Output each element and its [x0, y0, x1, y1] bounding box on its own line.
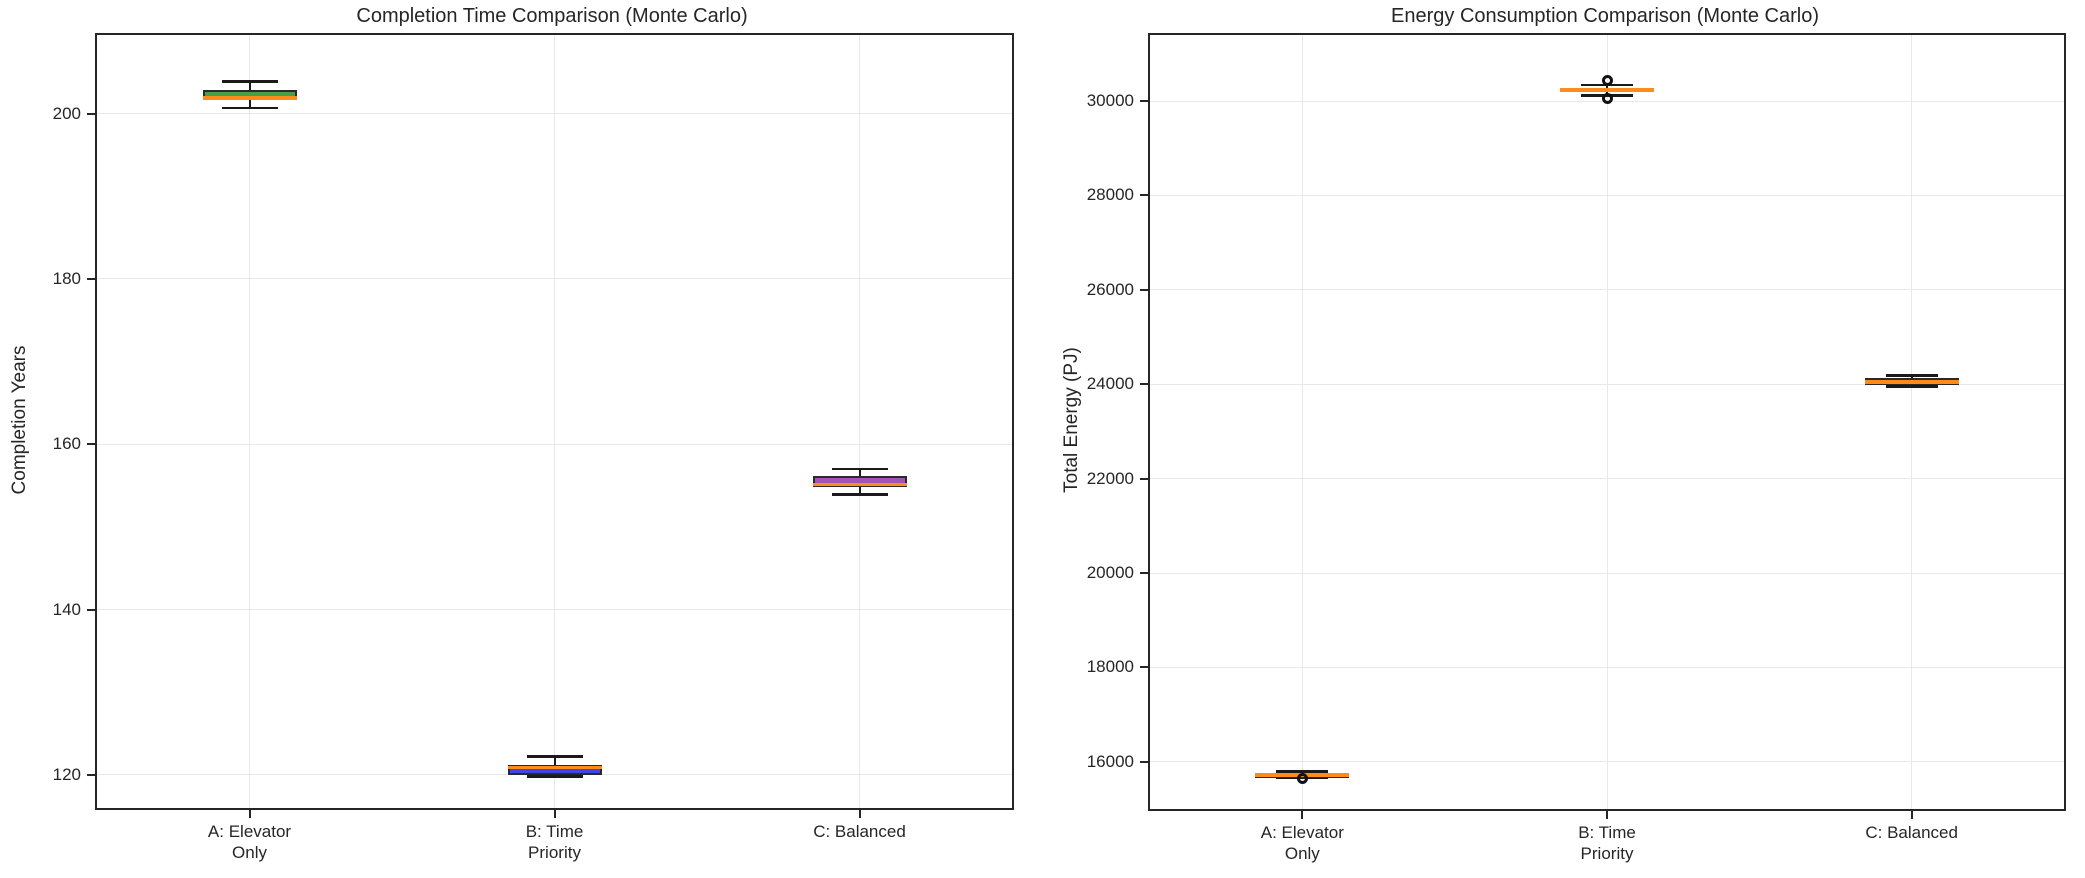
x-gridline [249, 35, 250, 808]
y-tick-label: 26000 [1086, 279, 1134, 299]
x-tick-mark [1606, 811, 1608, 819]
y-tick-mark [87, 112, 95, 115]
whisker-cap-low [1885, 385, 1938, 388]
x-tick-label: C: Balanced [813, 821, 906, 842]
y-tick-label: 18000 [1086, 657, 1134, 677]
y-tick-mark [87, 773, 95, 776]
y-tick-mark [87, 443, 95, 446]
y-tick-mark [1140, 194, 1148, 197]
x-tick-label: B: Time Priority [526, 821, 584, 863]
median-line [1864, 380, 1959, 384]
x-gridline [1301, 35, 1303, 809]
y-tick-mark [1140, 100, 1148, 103]
whisker-cap-low [831, 493, 888, 496]
whisker-upper [858, 469, 861, 477]
x-tick-label-line: B: Time [1578, 823, 1636, 842]
y-tick-label: 160 [52, 434, 81, 454]
x-tick-label: C: Balanced [1865, 822, 1958, 843]
median-line [812, 482, 907, 487]
y-tick-label: 200 [52, 103, 81, 123]
chart-title-energy: Energy Consumption Comparison (Monte Car… [1391, 5, 1819, 27]
whisker-cap-low [526, 775, 583, 778]
x-gridline [1911, 35, 1913, 809]
x-tick-mark [248, 810, 251, 818]
plot-area-energy: 16000 18000 20000 22000 24000 26000 28000 30000… [1087, 33, 2066, 863]
y-tick-mark [1140, 572, 1148, 575]
whisker-cap-low [221, 106, 278, 109]
x-tick-label-line: Only [1284, 844, 1320, 863]
chart-title-completion: Completion Time Comparison (Monte Carlo) [356, 5, 748, 27]
median-line [1560, 88, 1654, 92]
outlier-marker [1601, 92, 1613, 104]
outlier-marker [1601, 75, 1613, 87]
y-tick-label: 20000 [1086, 563, 1134, 583]
y-tick-mark [1140, 383, 1148, 386]
whisker-upper [553, 756, 556, 765]
whisker-cap-high [526, 755, 583, 758]
whisker-cap-high [221, 80, 278, 83]
plot-area-completion: 120 140 160 180 200 A: Elevator Only B: Time Pri… [53, 33, 1014, 862]
y-tick-mark [87, 277, 95, 280]
y-tick-label: 16000 [1086, 751, 1134, 771]
x-gridline [859, 35, 860, 808]
x-tick-mark [553, 810, 556, 818]
outlier-marker [1296, 772, 1308, 784]
whisker-cap-high [831, 467, 888, 471]
y-tick-mark [87, 608, 95, 611]
x-tick-label: A: Elevator Only [208, 821, 291, 863]
x-tick-mark [1910, 811, 1913, 819]
y-tick-mark [1140, 666, 1148, 669]
whisker-upper [248, 81, 251, 90]
x-gridline [554, 35, 555, 808]
whisker-upper [1606, 85, 1608, 89]
x-tick-label-line: B: Time [525, 822, 584, 841]
x-tick-label-line: A: Elevator [1260, 823, 1344, 842]
whisker-lower [858, 487, 861, 495]
y-tick-label: 120 [52, 764, 81, 784]
median-line [507, 765, 602, 770]
y-tick-mark [1140, 477, 1148, 480]
x-tick-mark [858, 810, 861, 818]
y-tick-label: 22000 [1086, 468, 1134, 488]
x-tick-label: B: Time Priority [1578, 822, 1636, 864]
y-tick-label: 180 [52, 268, 81, 288]
median-line [202, 96, 297, 100]
y-tick-label: 28000 [1086, 185, 1134, 205]
x-tick-label-line: A: Elevator [207, 822, 292, 841]
x-tick-label: A: Elevator Only [1261, 822, 1344, 864]
x-tick-label-line: Only [232, 843, 267, 862]
whisker-cap-high [1885, 374, 1938, 377]
y-tick-label: 30000 [1086, 91, 1134, 111]
y-axis-label-completion: Completion Years [9, 345, 30, 495]
y-tick-mark [1140, 288, 1148, 291]
x-tick-mark [1301, 811, 1304, 819]
y-tick-label: 140 [52, 599, 81, 619]
x-tick-label-line: Priority [1580, 844, 1634, 863]
y-tick-label: 24000 [1086, 374, 1134, 394]
x-gridline [1606, 35, 1608, 809]
x-tick-label-line: C: Balanced [1865, 823, 1958, 842]
whisker-lower [248, 100, 251, 108]
y-tick-mark [1140, 760, 1148, 763]
whisker-cap-high [1276, 770, 1329, 773]
x-tick-label-line: Priority [528, 843, 581, 862]
x-tick-label-line: C: Balanced [813, 822, 906, 841]
